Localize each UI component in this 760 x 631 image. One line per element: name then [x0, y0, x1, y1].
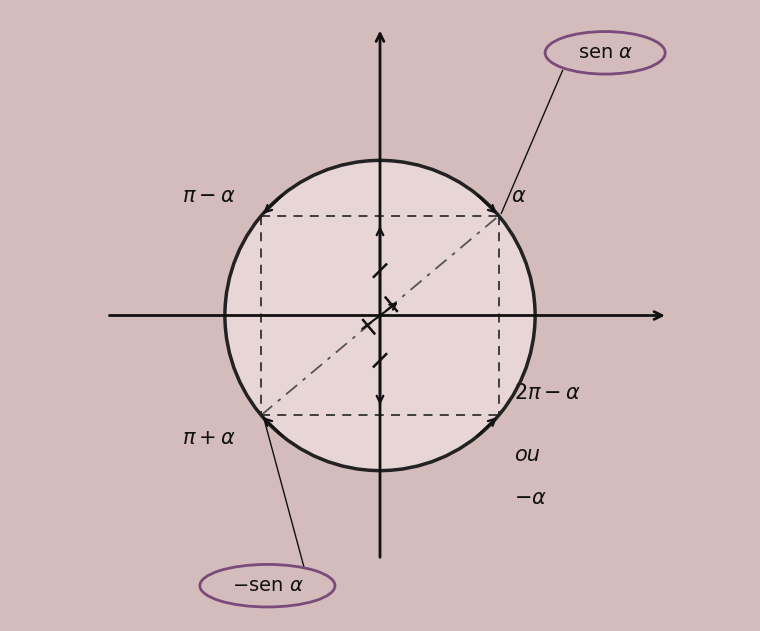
Ellipse shape	[200, 564, 335, 607]
Text: sen $\alpha$: sen $\alpha$	[578, 44, 633, 62]
Text: $-$sen $\alpha$: $-$sen $\alpha$	[232, 576, 303, 595]
Text: $\pi + \alpha$: $\pi + \alpha$	[182, 428, 236, 448]
Text: ou: ou	[514, 445, 540, 465]
Circle shape	[225, 160, 535, 471]
Text: $\alpha$: $\alpha$	[511, 186, 527, 206]
Text: $2\pi - \alpha$: $2\pi - \alpha$	[514, 382, 581, 403]
Text: $\pi - \alpha$: $\pi - \alpha$	[182, 186, 236, 206]
Ellipse shape	[545, 32, 665, 74]
Text: $-\alpha$: $-\alpha$	[514, 488, 546, 508]
